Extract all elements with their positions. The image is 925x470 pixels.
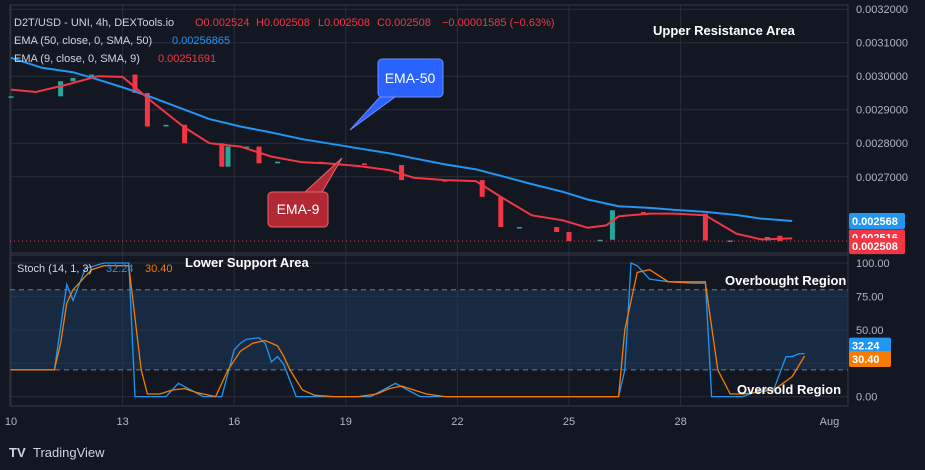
- price-tick-label: 0.0031000: [856, 38, 908, 50]
- time-tick-label: 25: [563, 416, 575, 428]
- candle: [132, 74, 138, 93]
- overbought-region-label: Overbought Region: [725, 273, 846, 288]
- stoch-tag-box: [849, 337, 891, 354]
- candle: [554, 227, 560, 233]
- upper-resistance-label: Upper Resistance Area: [653, 23, 796, 38]
- ema50-legend-label: EMA (50, close, 0, SMA, 50): [14, 35, 152, 47]
- ema50-line: [10, 56, 793, 222]
- tradingview-name: TradingView: [33, 445, 105, 460]
- price-tag-box: [849, 212, 905, 229]
- time-tick-label: 10: [5, 416, 17, 428]
- time-tick-label: 28: [674, 416, 686, 428]
- stoch-legend-label: Stoch (14, 1, 3): [17, 263, 92, 275]
- tradingview-branding[interactable]: TV TradingView: [9, 445, 105, 460]
- header-close: C0.002508: [377, 17, 431, 29]
- candle: [70, 77, 76, 82]
- candle: [144, 92, 150, 127]
- time-tick-label: 16: [228, 416, 240, 428]
- candle: [479, 180, 485, 197]
- stoch-d-legend-value: 30.40: [145, 263, 173, 275]
- candle: [275, 161, 281, 164]
- stoch-k-line: [11, 262, 805, 398]
- price-tick-label: 0.0032000: [856, 4, 908, 16]
- stoch-tick-label: 50.00: [856, 325, 884, 337]
- candle: [244, 146, 250, 149]
- header-symbol: D2T/USD - UNI, 4h, DEXTools.io: [14, 17, 174, 29]
- ema50-legend-value: 0.00256865: [172, 35, 230, 47]
- lower-support-label: Lower Support Area: [185, 255, 310, 270]
- candle: [566, 232, 572, 242]
- stoch-overbought-oversold-band: [10, 289, 848, 370]
- ema9-callout: EMA-9: [267, 157, 343, 228]
- candle: [597, 239, 603, 242]
- stoch-tick-label: 0.00: [856, 392, 877, 404]
- candle: [399, 165, 405, 181]
- oversold-region-label: Oversold Region: [737, 382, 841, 397]
- ema9-callout-box: [267, 191, 329, 228]
- candle: [8, 96, 14, 98]
- header-change: −0.00001585 (−0.63%): [442, 17, 555, 29]
- candle: [58, 81, 64, 97]
- candle: [516, 227, 522, 229]
- stoch-tag-box: [849, 351, 891, 368]
- time-tick-label: 13: [116, 416, 128, 428]
- header-low: L0.002508: [318, 17, 370, 29]
- price-tag-label: 0.002568: [852, 216, 898, 228]
- time-tick-label: 22: [451, 416, 463, 428]
- stoch-tick-label: 100.00: [856, 258, 890, 270]
- stoch-tag-label: 32.24: [852, 341, 880, 353]
- candle: [163, 124, 169, 127]
- candle: [640, 211, 646, 214]
- candle: [219, 143, 225, 167]
- header-high: H0.002508: [256, 17, 310, 29]
- price-axis: 0.0032000 0.0031000 0.0030000 0.0029000 0.00…: [856, 4, 908, 184]
- price-tag-box: [849, 238, 905, 255]
- ema9-legend-value: 0.00251691: [158, 53, 216, 65]
- time-axis: 10 13 16 19 22 25 28 Aug: [5, 416, 839, 428]
- stoch-tick-label: 75.00: [856, 291, 884, 303]
- ema50-callout: EMA-50: [349, 58, 444, 131]
- candle: [361, 163, 367, 166]
- candle: [256, 146, 262, 164]
- candle: [225, 146, 231, 167]
- candle: [702, 213, 708, 241]
- time-tick-label: Aug: [820, 416, 840, 428]
- price-tick-label: 0.0028000: [856, 138, 908, 150]
- ema9-legend-label: EMA (9, close, 0, SMA, 9): [14, 53, 140, 65]
- time-tick-label: 19: [340, 416, 352, 428]
- candle: [609, 210, 615, 240]
- price-tag-label: 0.002508: [852, 241, 898, 253]
- ema50-callout-text: EMA-50: [385, 70, 436, 86]
- price-tick-label: 0.0029000: [856, 105, 908, 117]
- stoch-tag-label: 30.40: [852, 354, 880, 366]
- stoch-k-legend-value: 32.24: [106, 263, 134, 275]
- stoch-d-line: [11, 265, 806, 398]
- ema9-callout-text: EMA-9: [277, 201, 320, 217]
- ema9-line: [10, 75, 793, 241]
- tradingview-logo: TV: [9, 445, 26, 460]
- price-tick-label: 0.0030000: [856, 71, 908, 83]
- price-tick-label: 0.0027000: [856, 172, 908, 184]
- ema50-callout-box: [377, 58, 444, 98]
- candle: [89, 74, 95, 78]
- candle: [498, 196, 504, 228]
- candle: [182, 124, 188, 144]
- header-open: O0.002524: [195, 17, 249, 29]
